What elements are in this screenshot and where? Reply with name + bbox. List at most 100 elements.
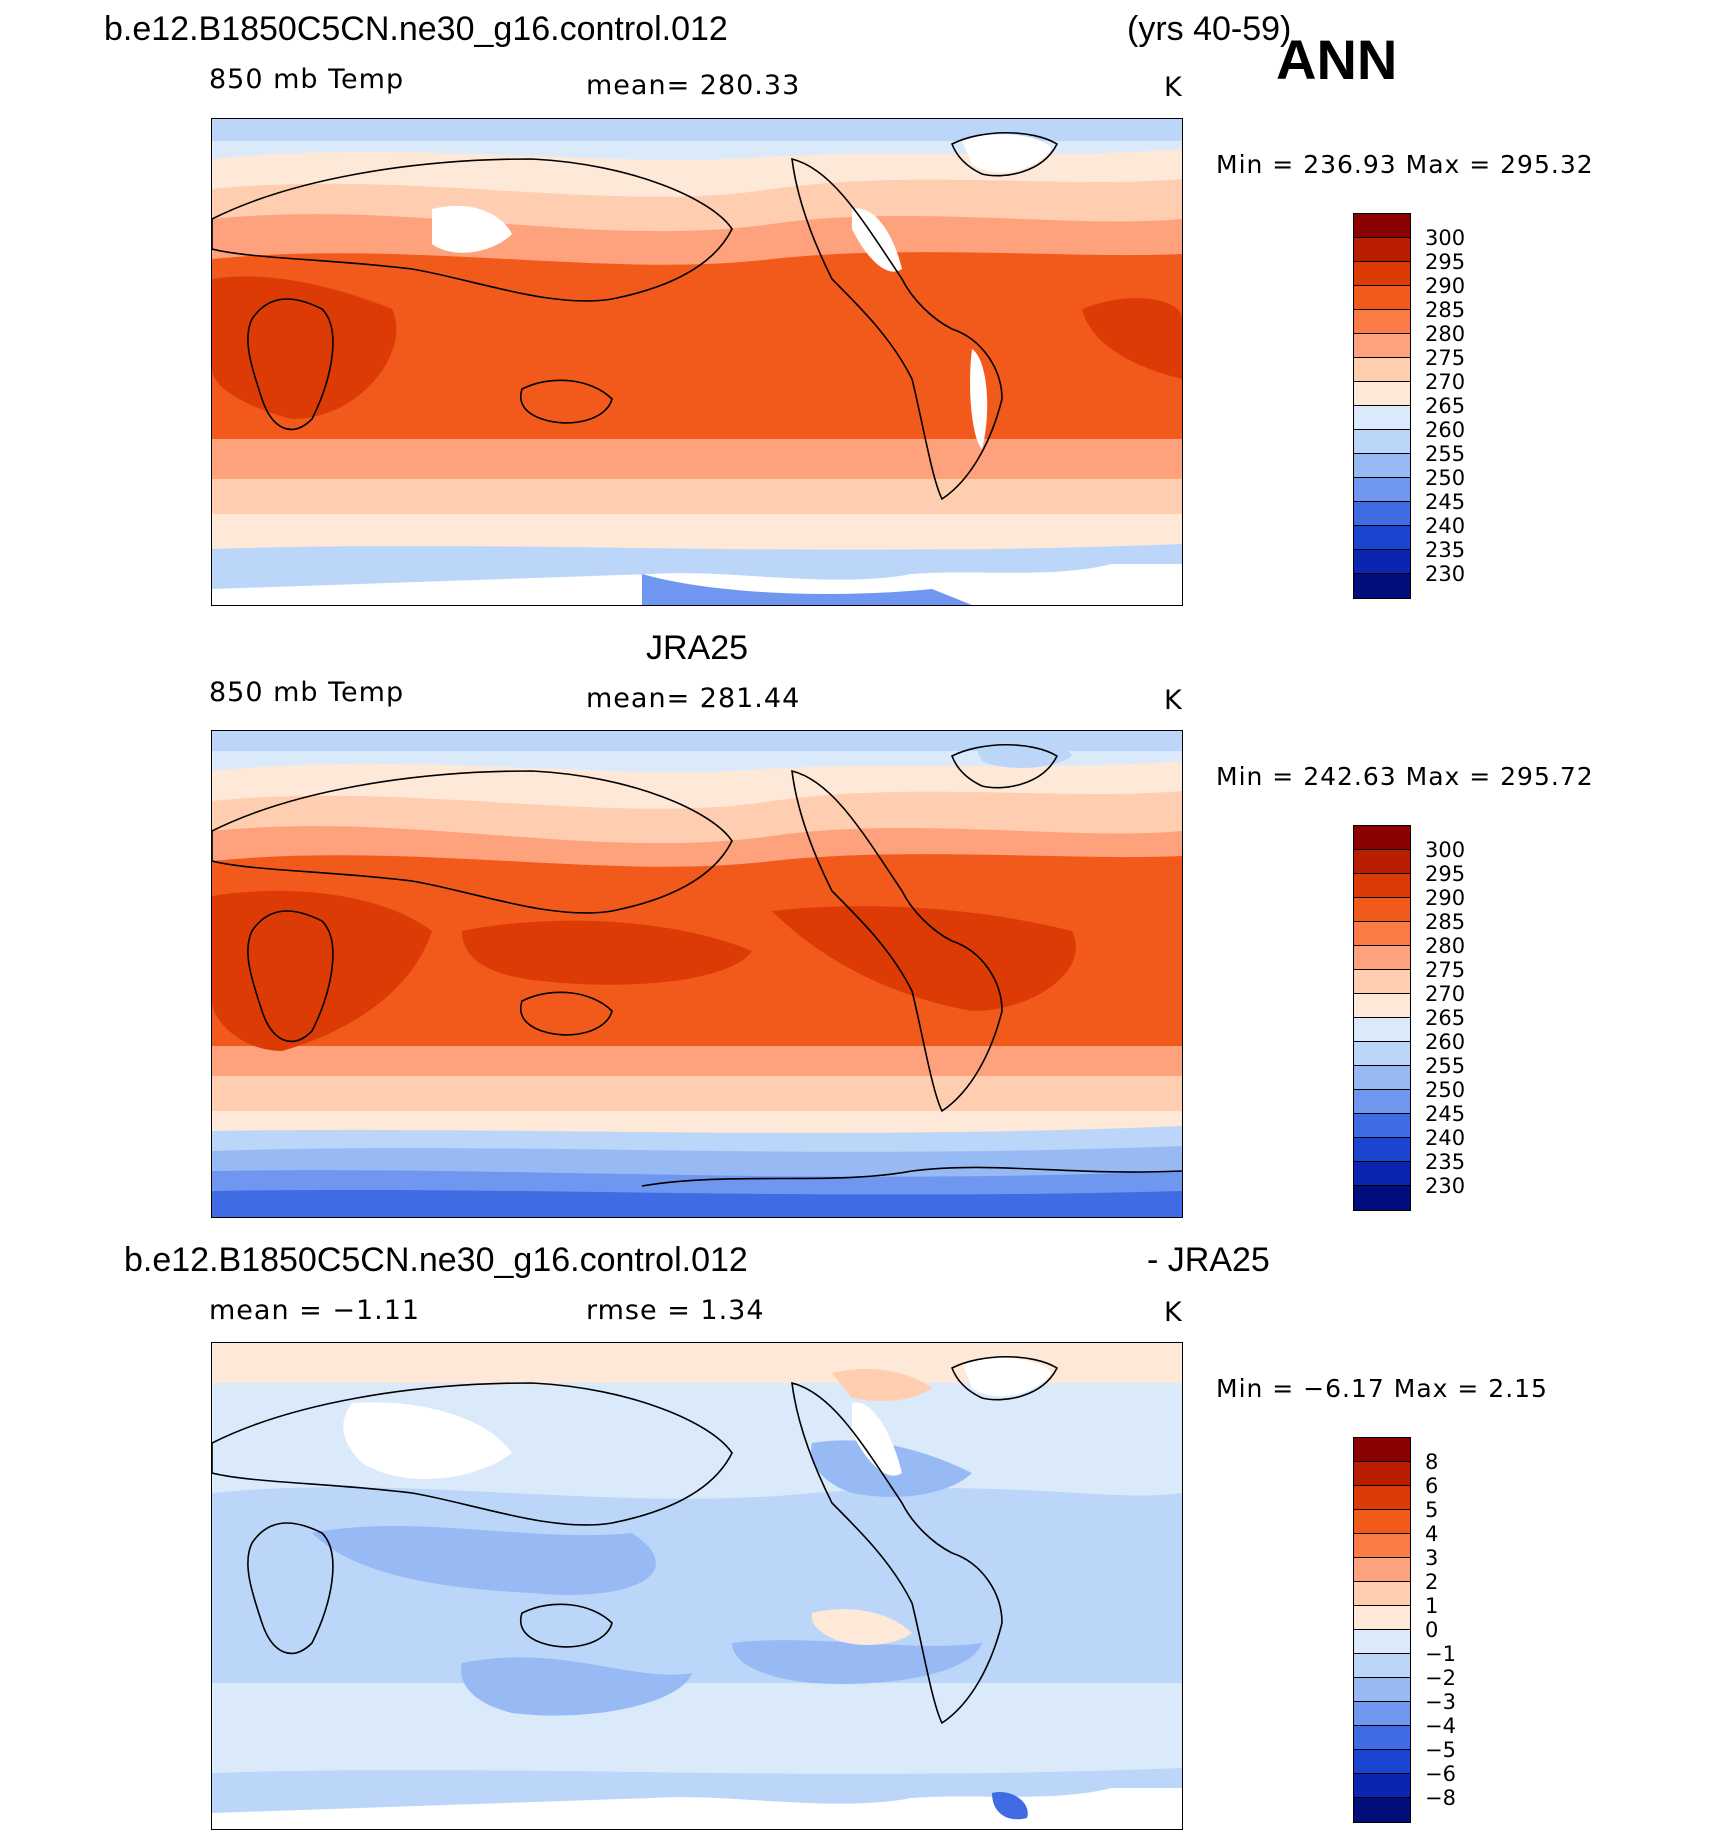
- panel2-swatch: [1354, 850, 1410, 874]
- panel3-minmax: Min = −6.17 Max = 2.15: [1216, 1374, 1548, 1403]
- panel3-title: b.e12.B1850C5CN.ne30_g16.control.012: [124, 1241, 748, 1279]
- colorbar-tick: 290: [1425, 274, 1466, 298]
- panel2-swatch: [1354, 1186, 1410, 1210]
- panel1-swatch: [1354, 478, 1410, 502]
- panel2-swatch: [1354, 1042, 1410, 1066]
- colorbar-tick: 260: [1425, 1030, 1466, 1054]
- colorbar-tick: 295: [1425, 250, 1466, 274]
- colorbar-tick: 285: [1425, 298, 1466, 322]
- panel2-units: K: [1164, 685, 1183, 716]
- panel2-swatch: [1354, 1114, 1410, 1138]
- panel3-rmse: rmse = 1.34: [586, 1295, 765, 1326]
- panel2-swatch: [1354, 970, 1410, 994]
- panel3-units: K: [1164, 1297, 1183, 1328]
- panel1-swatch: [1354, 358, 1410, 382]
- panel3-swatch: [1354, 1630, 1410, 1654]
- colorbar-tick: 8: [1425, 1450, 1439, 1474]
- colorbar-tick: −1: [1425, 1642, 1456, 1666]
- panel2-swatch: [1354, 826, 1410, 850]
- panel1-swatch: [1354, 286, 1410, 310]
- panel3-swatch: [1354, 1606, 1410, 1630]
- colorbar-tick: 265: [1425, 1006, 1466, 1030]
- colorbar-tick: 295: [1425, 862, 1466, 886]
- panel2-title: JRA25: [646, 629, 749, 667]
- panel1-colorbar: [1353, 213, 1411, 599]
- panel2-swatch: [1354, 1090, 1410, 1114]
- colorbar-tick: −8: [1425, 1786, 1456, 1810]
- colorbar-tick: 235: [1425, 538, 1466, 562]
- panel2-swatch: [1354, 1138, 1410, 1162]
- panel2-swatch: [1354, 922, 1410, 946]
- panel1-swatch: [1354, 574, 1410, 598]
- panel2-field: 850 mb Temp: [209, 677, 405, 708]
- panel1-minmax: Min = 236.93 Max = 295.32: [1216, 150, 1594, 179]
- panel1-swatch: [1354, 502, 1410, 526]
- panel3-swatch: [1354, 1798, 1410, 1822]
- panel2-swatch: [1354, 1018, 1410, 1042]
- panel3-map: [211, 1342, 1183, 1830]
- panel1-mean: mean= 280.33: [586, 70, 801, 101]
- panel1-swatch: [1354, 334, 1410, 358]
- colorbar-tick: 240: [1425, 1126, 1466, 1150]
- panel3-swatch: [1354, 1702, 1410, 1726]
- panel1-swatch: [1354, 430, 1410, 454]
- colorbar-tick: 250: [1425, 466, 1466, 490]
- panel1-swatch: [1354, 310, 1410, 334]
- colorbar-tick: 235: [1425, 1150, 1466, 1174]
- colorbar-tick: −3: [1425, 1690, 1456, 1714]
- colorbar-tick: 230: [1425, 1174, 1466, 1198]
- panel3-difference-field: [212, 1343, 1182, 1829]
- colorbar-tick: 3: [1425, 1546, 1439, 1570]
- case-title: b.e12.B1850C5CN.ne30_g16.control.012: [104, 10, 728, 48]
- panel3-title-right: - JRA25: [1147, 1241, 1270, 1279]
- colorbar-tick: −4: [1425, 1714, 1456, 1738]
- panel3-colorbar: [1353, 1437, 1411, 1823]
- panel1-swatch: [1354, 382, 1410, 406]
- panel2-swatch: [1354, 1066, 1410, 1090]
- panel1-swatch: [1354, 214, 1410, 238]
- colorbar-tick: 1: [1425, 1594, 1439, 1618]
- colorbar-tick: 230: [1425, 562, 1466, 586]
- colorbar-tick: 270: [1425, 370, 1466, 394]
- colorbar-tick: 245: [1425, 490, 1466, 514]
- panel1-swatch: [1354, 454, 1410, 478]
- panel3-mean: mean = −1.11: [209, 1295, 421, 1326]
- colorbar-tick: 245: [1425, 1102, 1466, 1126]
- colorbar-tick: 255: [1425, 1054, 1466, 1078]
- colorbar-tick: 5: [1425, 1498, 1439, 1522]
- panel2-minmax: Min = 242.63 Max = 295.72: [1216, 762, 1594, 791]
- colorbar-tick: 0: [1425, 1618, 1439, 1642]
- panel1-field: 850 mb Temp: [209, 64, 405, 95]
- panel1-swatch: [1354, 238, 1410, 262]
- colorbar-tick: 275: [1425, 346, 1466, 370]
- panel1-swatch: [1354, 526, 1410, 550]
- colorbar-tick: 280: [1425, 322, 1466, 346]
- colorbar-tick: 6: [1425, 1474, 1439, 1498]
- colorbar-tick: 300: [1425, 838, 1466, 862]
- panel1-swatch: [1354, 406, 1410, 430]
- panel3-swatch: [1354, 1678, 1410, 1702]
- panel3-swatch: [1354, 1462, 1410, 1486]
- colorbar-tick: 260: [1425, 418, 1466, 442]
- colorbar-tick: 290: [1425, 886, 1466, 910]
- panel3-swatch: [1354, 1438, 1410, 1462]
- years-label: (yrs 40-59): [1127, 10, 1292, 48]
- panel1-swatch: [1354, 550, 1410, 574]
- panel3-swatch: [1354, 1510, 1410, 1534]
- panel1-units: K: [1164, 72, 1183, 103]
- season-label: ANN: [1276, 28, 1398, 91]
- colorbar-tick: 280: [1425, 934, 1466, 958]
- panel3-swatch: [1354, 1558, 1410, 1582]
- panel2-swatch: [1354, 946, 1410, 970]
- panel3-swatch: [1354, 1774, 1410, 1798]
- panel2-temperature-field: [212, 731, 1182, 1217]
- colorbar-tick: 240: [1425, 514, 1466, 538]
- colorbar-tick: 2: [1425, 1570, 1439, 1594]
- panel1-map: [211, 118, 1183, 606]
- panel2-colorbar: [1353, 825, 1411, 1211]
- colorbar-tick: 285: [1425, 910, 1466, 934]
- colorbar-tick: 250: [1425, 1078, 1466, 1102]
- panel1-swatch: [1354, 262, 1410, 286]
- colorbar-tick: 4: [1425, 1522, 1439, 1546]
- panel3-swatch: [1354, 1534, 1410, 1558]
